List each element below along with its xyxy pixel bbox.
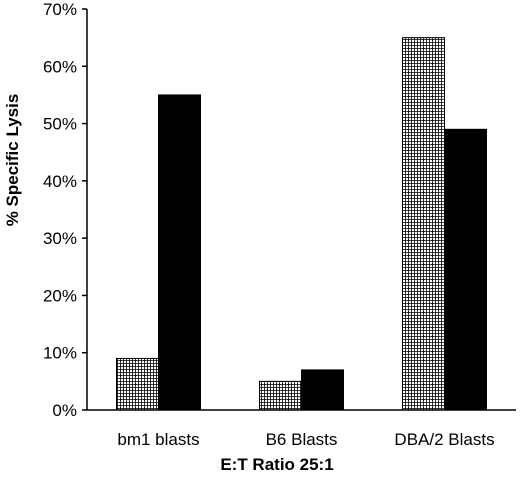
bar-solid [158, 94, 201, 411]
axes [86, 9, 516, 411]
y-tick-label: 40% [43, 172, 77, 191]
bars [116, 37, 487, 411]
bar-hatched [402, 37, 445, 411]
x-axis-labels: bm1 blasts B6 Blasts DBA/2 Blasts [117, 430, 494, 449]
bar-solid [444, 128, 487, 411]
y-tick-label: 20% [43, 286, 77, 305]
x-category-label: bm1 blasts [117, 430, 199, 449]
y-tick-label: 50% [43, 115, 77, 134]
y-tick-label: 60% [43, 57, 77, 76]
x-category-label: DBA/2 Blasts [394, 430, 494, 449]
y-tick-label: 30% [43, 229, 77, 248]
y-axis-title: % Specific Lysis [3, 94, 22, 227]
x-category-label: B6 Blasts [266, 430, 338, 449]
bar-solid [301, 369, 344, 411]
x-axis-title: E:T Ratio 25:1 [220, 455, 333, 474]
bar-hatched [259, 380, 302, 411]
y-tick-label: 0% [52, 401, 77, 420]
bar-hatched [116, 357, 159, 411]
y-tick-label: 70% [43, 0, 77, 19]
y-tick-label: 10% [43, 344, 77, 363]
y-axis-ticks: 0% 10% 20% 30% 40% 50% 60% 70% [43, 0, 87, 420]
